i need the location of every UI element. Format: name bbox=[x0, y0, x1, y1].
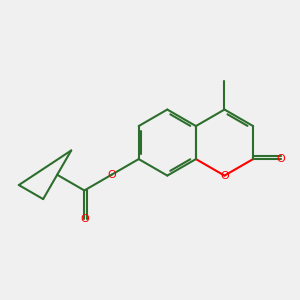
Text: O: O bbox=[80, 214, 89, 224]
Text: O: O bbox=[220, 171, 229, 181]
Text: O: O bbox=[277, 154, 286, 164]
Text: O: O bbox=[107, 170, 116, 180]
